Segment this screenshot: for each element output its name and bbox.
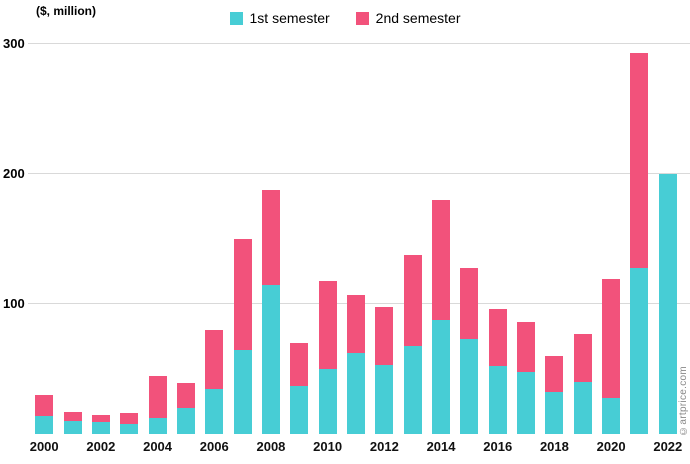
bar-2005-1st-semester [176,408,195,434]
bar-2006-1st-semester [205,388,224,434]
x-tick-label-2020: 2020 [596,439,626,454]
legend-item-1: 1st semester [229,10,330,26]
bar-2018-2nd-semester [545,356,564,393]
bar-2021-2nd-semester [630,53,649,268]
bar-2016-1st-semester [488,366,507,434]
bar-2000-1st-semester [35,415,54,434]
bar-2014-2nd-semester [432,200,451,320]
x-tick-label-2000: 2000 [29,439,59,454]
bar-2018-1st-semester [545,392,564,434]
gridline-y-100 [0,303,690,304]
y-tick-label-100: 100 [0,296,28,312]
bar-2001-2nd-semester [63,411,82,421]
legend-swatch-1 [229,11,243,25]
legend-item-2: 2nd semester [355,10,461,26]
bar-2012-1st-semester [375,365,394,434]
bar-2002-1st-semester [91,422,110,434]
bar-2010-1st-semester [318,369,337,434]
bar-2012-2nd-semester [375,306,394,366]
x-tick-label-2014: 2014 [426,439,456,454]
bar-2017-2nd-semester [517,322,536,372]
bar-2008-2nd-semester [261,189,280,285]
bar-2003-2nd-semester [120,413,139,424]
x-tick-label-2006: 2006 [199,439,229,454]
bar-2013-1st-semester [403,345,422,434]
bar-2016-2nd-semester [488,309,507,367]
y-tick-label-300: 300 [0,36,28,52]
bar-2020-2nd-semester [602,279,621,398]
bar-2011-2nd-semester [347,294,365,354]
bar-2017-1st-semester [517,371,536,434]
gridline-y-300 [0,43,690,44]
bar-2022-1st-semester [658,174,677,434]
bar-2006-2nd-semester [205,330,224,389]
gridline-y-200 [0,173,690,174]
bar-2008-1st-semester [261,284,280,434]
bar-2007-2nd-semester [233,239,252,350]
bar-2004-1st-semester [148,418,167,434]
bar-2015-1st-semester [460,339,479,434]
plot-area: 100 200 300 2000 2002 2004 2006 2008 2010 2012 201… [0,36,690,454]
bar-2001-1st-semester [63,421,82,434]
bar-2014-1st-semester [432,319,451,434]
chart-legend: 1st semester 2nd semester [0,10,690,26]
x-tick-label-2004: 2004 [143,439,173,454]
bar-2019-2nd-semester [573,333,592,382]
bar-2011-1st-semester [347,353,365,434]
watermark: ©artprice.com [678,366,689,436]
bar-2009-1st-semester [290,385,309,434]
bar-2000-2nd-semester [35,395,54,416]
y-axis-unit-label: ($, million) [36,4,96,18]
bar-2015-2nd-semester [460,267,479,340]
bar-2021-1st-semester [630,267,649,434]
bar-2013-2nd-semester [403,254,422,346]
bar-2009-2nd-semester [290,343,309,386]
bar-2010-2nd-semester [318,280,337,369]
bar-2007-1st-semester [233,349,252,434]
bar-2019-1st-semester [573,382,592,434]
legend-swatch-2 [355,11,369,25]
bar-2004-2nd-semester [148,375,167,419]
x-tick-label-2008: 2008 [256,439,286,454]
legend-label: 2nd semester [375,10,461,26]
x-tick-label-2018: 2018 [539,439,569,454]
bar-2003-1st-semester [120,423,139,434]
x-tick-label-2012: 2012 [369,439,399,454]
legend-label: 1st semester [249,10,330,26]
x-tick-label-2010: 2010 [313,439,343,454]
bar-2002-2nd-semester [91,414,110,423]
y-tick-label-200: 200 [0,166,28,182]
x-tick-label-2016: 2016 [483,439,513,454]
x-tick-label-2022: 2022 [653,439,683,454]
x-tick-label-2002: 2002 [86,439,116,454]
bar-2020-1st-semester [602,397,621,434]
bar-2005-2nd-semester [176,383,195,408]
